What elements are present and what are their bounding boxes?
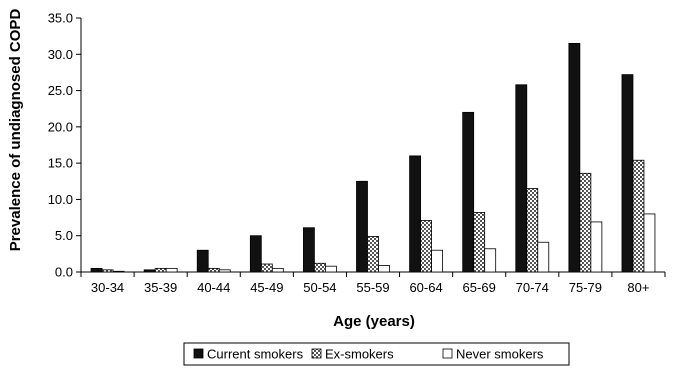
y-tick-label: 10.0	[48, 192, 73, 207]
bar-ex-smokers	[579, 172, 592, 273]
y-tick-label: 30.0	[48, 47, 73, 62]
bar-ex-smokers	[420, 220, 432, 273]
y-axis-label: Prevalence of undiagnosed COPD	[7, 9, 24, 252]
bar-never-smokers	[112, 270, 125, 273]
bar-never-smokers	[537, 241, 550, 273]
bar-current-smokers	[409, 155, 421, 273]
bar-current-smokers	[196, 249, 209, 273]
bar-never-smokers	[643, 213, 656, 273]
bar-ex-smokers	[260, 263, 273, 273]
y-tick-label: 15.0	[48, 156, 73, 171]
bar-ex-smokers	[101, 269, 114, 273]
bar-never-smokers	[431, 249, 443, 273]
y-tick-label: 20.0	[48, 119, 73, 134]
bar-ex-smokers	[367, 236, 379, 273]
legend-label: Current smokers	[207, 347, 304, 362]
legend: Current smokers Ex-smokers Never smokers	[183, 342, 570, 366]
bar-ex-smokers	[632, 159, 645, 273]
x-tick-label: 40-44	[197, 280, 230, 295]
x-axis-label: Age (years)	[333, 313, 415, 330]
bar-current-smokers	[143, 269, 156, 273]
bar-current-smokers	[356, 180, 368, 273]
bar-current-smokers	[515, 84, 528, 273]
x-tick-label: 65-69	[463, 280, 496, 295]
bar-never-smokers	[165, 267, 178, 273]
bar-ex-smokers	[473, 212, 486, 273]
bar-never-smokers	[218, 269, 231, 273]
legend-swatch-never-smokers	[442, 348, 453, 359]
bar-never-smokers	[484, 248, 497, 273]
bar-current-smokers	[90, 267, 103, 273]
bar-never-smokers	[271, 267, 284, 273]
legend-label: Never smokers	[456, 347, 544, 362]
x-tick-label: 55-59	[356, 280, 389, 295]
bar-never-smokers	[590, 221, 603, 273]
x-tick-label: 70-74	[516, 280, 549, 295]
bar-ex-smokers	[207, 267, 220, 273]
bar-never-smokers	[325, 265, 337, 273]
plot-area: 0.0 5.0 10.0 15.0 20.0 25.0 30.0 35.0 30-34 35-39…	[48, 11, 666, 295]
x-tick-label: 50-54	[303, 280, 336, 295]
legend-swatch-ex-smokers	[311, 348, 322, 359]
y-tick-label: 25.0	[48, 83, 73, 98]
x-tick-label: 45-49	[250, 280, 283, 295]
x-tick-label: 30-34	[91, 280, 124, 295]
y-tick-label: 5.0	[55, 228, 73, 243]
y-tick-label: 0.0	[55, 265, 73, 280]
legend-swatch-current-smokers	[193, 348, 204, 359]
bar-ex-smokers	[526, 188, 539, 273]
legend-label: Ex-smokers	[325, 347, 394, 362]
x-tick-label: 60-64	[409, 280, 442, 295]
bar-current-smokers	[462, 111, 475, 273]
bar-never-smokers	[378, 265, 390, 273]
bar-current-smokers	[568, 43, 581, 273]
bar-ex-smokers	[154, 267, 167, 273]
y-tick-label: 35.0	[48, 11, 73, 26]
bar-current-smokers	[249, 235, 262, 273]
x-tick-label: 35-39	[144, 280, 177, 295]
bar-current-smokers	[621, 74, 634, 273]
bar-ex-smokers	[314, 262, 326, 273]
x-tick-label: 80+	[627, 280, 649, 295]
bar-current-smokers	[303, 227, 315, 273]
x-tick-label: 75-79	[569, 280, 602, 295]
legend-box	[183, 342, 570, 366]
